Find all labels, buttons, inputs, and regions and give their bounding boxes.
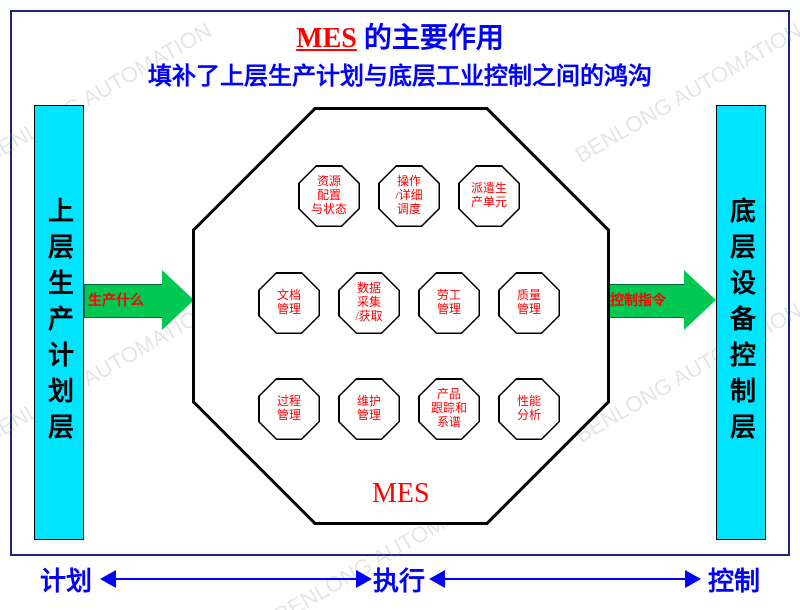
title-suffix: 的主要作用 <box>357 23 504 54</box>
mes-label: MES <box>372 478 430 510</box>
mes-node: 维护 管理 <box>338 378 400 440</box>
arrow-right: 控制指令 <box>606 270 716 330</box>
subtitle: 填补了上层生产计划与底层工业控制之间的鸿沟 <box>0 56 800 91</box>
mes-node: 产品 跟踪和 系谱 <box>418 378 480 440</box>
mes-node: 数据 采集 /获取 <box>338 272 400 334</box>
right-bar: 底层设备控制层 <box>716 105 766 540</box>
arrowhead-icon <box>685 570 701 588</box>
left-bar-label: 上层生产计划层 <box>41 197 78 449</box>
mes-node-label: 维护 管理 <box>340 380 399 439</box>
right-bar-label: 底层设备控制层 <box>723 197 760 449</box>
axis-arrow-left <box>116 578 356 580</box>
mes-node-label: 质量 管理 <box>500 274 559 333</box>
mes-node-label: 派遣生 产单元 <box>460 167 519 226</box>
arrow-left: 生产什么 <box>84 270 194 330</box>
arrowhead-icon <box>356 570 372 588</box>
mes-node-label: 过程 管理 <box>260 380 319 439</box>
mes-node: 文档 管理 <box>258 272 320 334</box>
mes-node-label: 资源 配置 与状态 <box>300 167 359 226</box>
axis-label-left: 计划 <box>40 561 92 598</box>
arrow-left-label: 生产什么 <box>88 290 144 310</box>
mes-node-label: 性能 分析 <box>500 380 559 439</box>
mes-node-label: 劳工 管理 <box>420 274 479 333</box>
arrowhead-icon <box>100 570 116 588</box>
mes-node: 派遣生 产单元 <box>458 165 520 227</box>
axis-arrow-right <box>445 578 685 580</box>
mes-node-label: 操作 /详细 调度 <box>380 167 439 226</box>
mes-node: 过程 管理 <box>258 378 320 440</box>
mes-node: 资源 配置 与状态 <box>298 165 360 227</box>
mes-node-label: 数据 采集 /获取 <box>340 274 399 333</box>
mes-node-label: 文档 管理 <box>260 274 319 333</box>
mes-node: 性能 分析 <box>498 378 560 440</box>
title-prefix: MES <box>296 23 357 54</box>
mes-node: 操作 /详细 调度 <box>378 165 440 227</box>
page-title: MES 的主要作用 <box>0 16 800 56</box>
mes-node: 质量 管理 <box>498 272 560 334</box>
mes-node: 劳工 管理 <box>418 272 480 334</box>
axis-label-center: 执行 <box>373 561 425 598</box>
arrowhead-icon <box>429 570 445 588</box>
arrow-right-label: 控制指令 <box>610 290 666 310</box>
axis-label-right: 控制 <box>708 561 760 598</box>
left-bar: 上层生产计划层 <box>34 105 84 540</box>
mes-node-label: 产品 跟踪和 系谱 <box>420 380 479 439</box>
diagram-container: BENLONG AUTOMATION BENLONG AUTOMATION BE… <box>0 0 800 610</box>
